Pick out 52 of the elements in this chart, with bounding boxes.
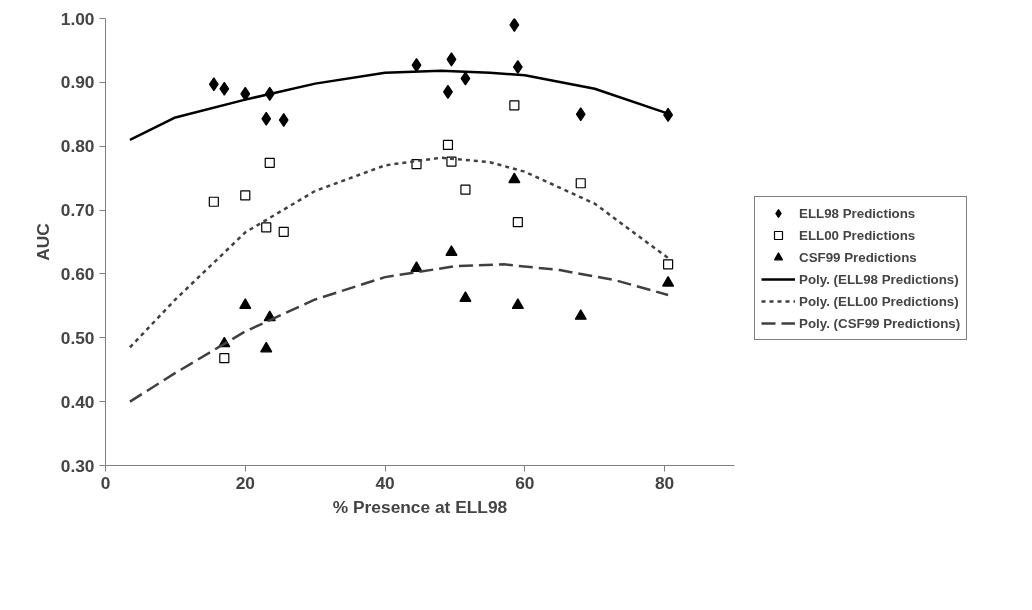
point: [240, 190, 251, 201]
point: [240, 86, 251, 101]
point: [509, 18, 520, 32]
point: [261, 111, 272, 126]
y-tick-label: 1.00: [60, 8, 95, 29]
y-axis-title: AUC: [32, 222, 53, 261]
point: [575, 107, 586, 122]
y-tick-label: 0.60: [60, 263, 95, 284]
point: [511, 298, 524, 309]
point: [410, 261, 423, 272]
point: [442, 139, 454, 151]
point: [261, 222, 272, 233]
point: [574, 309, 587, 320]
legend-label: CSF99 Predictions: [799, 249, 917, 265]
y-tick-label: 0.40: [60, 391, 95, 412]
point: [278, 226, 289, 237]
x-tick-label: 80: [654, 472, 675, 493]
point: [264, 157, 275, 168]
point: [445, 245, 458, 256]
x-tick-label: 20: [235, 472, 255, 493]
point: [509, 100, 520, 111]
point: [575, 178, 586, 189]
y-tick-label: 0.70: [60, 200, 95, 221]
x-tick-label: 60: [515, 472, 535, 493]
point: [411, 58, 422, 73]
legend-label: Poly. (ELL98 Predictions): [799, 271, 959, 287]
point: [459, 291, 472, 302]
legend-label: ELL98 Predictions: [799, 205, 916, 221]
point: [460, 184, 471, 195]
point: [508, 172, 521, 184]
point: [219, 81, 230, 96]
point: [446, 52, 457, 67]
point: [239, 298, 252, 309]
x-tick-label: 40: [375, 472, 395, 493]
point: [662, 275, 675, 287]
point: [219, 353, 230, 364]
y-tick-label: 0.80: [60, 136, 95, 157]
point: [208, 77, 219, 92]
point: [460, 71, 471, 86]
point: [663, 259, 674, 270]
point: [512, 217, 523, 228]
legend-label: Poly. (ELL00 Predictions): [799, 293, 959, 309]
y-tick-label: 0.90: [60, 72, 95, 93]
x-axis-title: % Presence at ELL98: [332, 496, 508, 517]
point: [260, 341, 273, 353]
line-series: [128, 263, 670, 403]
y-tick-label: 0.50: [60, 327, 95, 348]
legend-label: ELL00 Predictions: [799, 227, 916, 243]
x-tick-label: 0: [100, 472, 111, 493]
point: [208, 196, 219, 207]
legend-label: Poly. (CSF99 Predictions): [799, 315, 961, 331]
y-tick-label: 0.30: [60, 455, 95, 476]
